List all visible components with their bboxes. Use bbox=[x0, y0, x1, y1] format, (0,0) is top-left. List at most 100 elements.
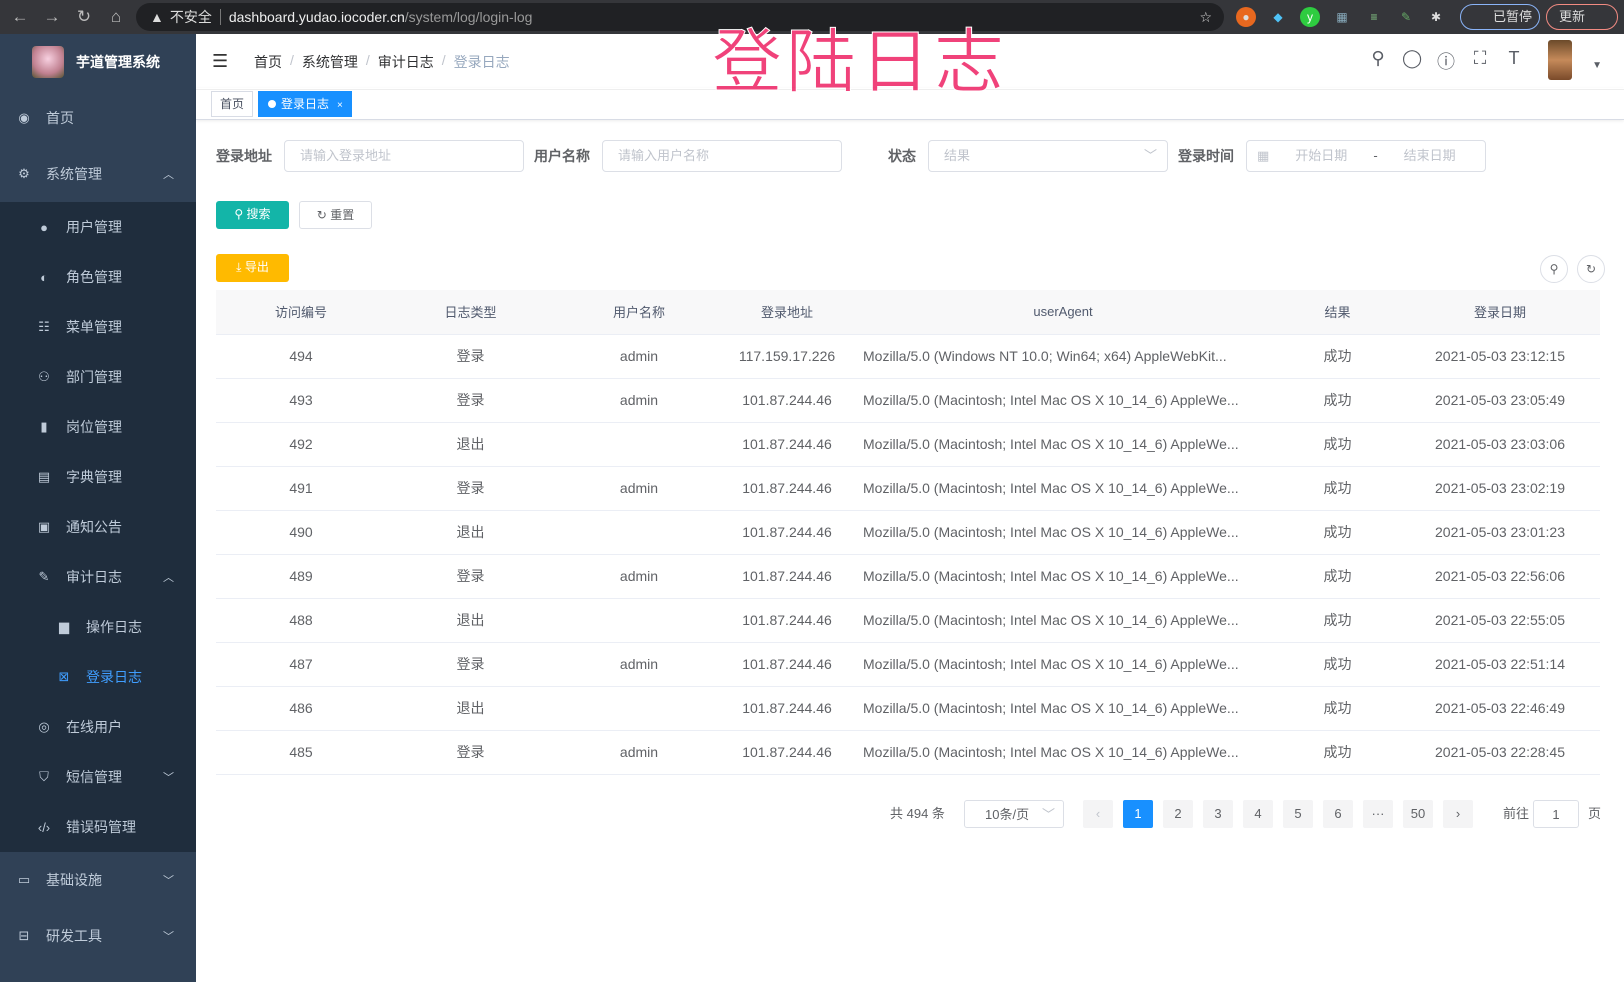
fullscreen-icon[interactable]: ⛶ bbox=[1473, 48, 1487, 68]
reload-icon[interactable]: ↻ bbox=[76, 7, 92, 26]
online-icon: ◎ bbox=[38, 719, 50, 734]
prev-page-button[interactable]: ‹ bbox=[1083, 800, 1113, 828]
table-row[interactable]: 494 登录 admin 117.159.17.226 Mozilla/5.0 (Win… bbox=[216, 334, 1600, 379]
sidebar-item-label: 登录日志 bbox=[86, 669, 142, 685]
sidebar-item-home[interactable]: ◉ 首页 bbox=[0, 90, 196, 146]
page-button[interactable]: 5 bbox=[1283, 800, 1313, 828]
address-bar[interactable]: ▲ 不安全 dashboard.yudao.iocoder.cn/system/… bbox=[136, 3, 1224, 31]
table-row[interactable]: 488 退出 101.87.244.46 Mozilla/5.0 (Macintosh… bbox=[216, 598, 1600, 643]
page-button[interactable]: 4 bbox=[1243, 800, 1273, 828]
page-button[interactable]: 6 bbox=[1323, 800, 1353, 828]
sidebar-item-system[interactable]: ⚙ 系统管理 ︿ bbox=[0, 146, 196, 202]
forward-icon[interactable]: → bbox=[43, 7, 61, 26]
breadcrumb-item[interactable]: 审计日志 bbox=[377, 53, 434, 70]
status-select[interactable]: 结果 ﹀ bbox=[928, 140, 1168, 172]
navbar: ☰ 首页 / 系统管理 / 审计日志 / 登录日志 ⚲ ◯ ⓘ ⛶ T ▼ bbox=[196, 34, 1624, 90]
bookmark-star-icon[interactable]: ☆ bbox=[1199, 8, 1212, 25]
address-label: 登录地址 bbox=[216, 148, 272, 164]
table-row[interactable]: 493 登录 admin 101.87.244.46 Mozilla/5.0 (Maci… bbox=[216, 378, 1600, 423]
page-button[interactable]: 2 bbox=[1163, 800, 1193, 828]
extension-icon[interactable]: ● bbox=[1236, 7, 1256, 27]
sidebar-item-user[interactable]: ● 用户管理 bbox=[0, 202, 196, 252]
table-cell: 2021-05-03 23:02:19 bbox=[1400, 466, 1600, 511]
table-cell: Mozilla/5.0 (Macintosh; Intel Mac OS X 1… bbox=[851, 554, 1275, 599]
username-input[interactable]: 请输入用户名称 bbox=[602, 140, 842, 172]
hamburger-icon[interactable]: ☰ bbox=[212, 51, 229, 71]
avatar[interactable] bbox=[1548, 40, 1572, 80]
back-icon[interactable]: ← bbox=[11, 7, 29, 26]
tag-label: 登录日志 bbox=[281, 96, 330, 111]
calendar-icon: ▦ bbox=[1257, 148, 1270, 163]
sidebar-item-sms[interactable]: ⛉ 短信管理 ﹀ bbox=[0, 752, 196, 802]
sidebar-item-label: 岗位管理 bbox=[66, 419, 122, 435]
sidebar-item-operate-log[interactable]: ▆ 操作日志 bbox=[0, 602, 196, 652]
sidebar-item-infra[interactable]: ▭ 基础设施 ﹀ bbox=[0, 852, 196, 908]
caret-down-icon[interactable]: ▼ bbox=[1592, 60, 1602, 71]
page-button[interactable]: 3 bbox=[1203, 800, 1233, 828]
message-icon: ▣ bbox=[37, 519, 51, 534]
github-icon[interactable]: ◯ bbox=[1402, 48, 1423, 68]
home-icon[interactable]: ⌂ bbox=[110, 7, 122, 26]
sidebar-item-post[interactable]: ▮ 岗位管理 bbox=[0, 402, 196, 452]
table-row[interactable]: 491 登录 admin 101.87.244.46 Mozilla/5.0 (Maci… bbox=[216, 466, 1600, 511]
logo-image bbox=[32, 46, 64, 78]
next-page-button[interactable]: › bbox=[1443, 800, 1473, 828]
table-row[interactable]: 492 退出 101.87.244.46 Mozilla/5.0 (Macintosh… bbox=[216, 422, 1600, 467]
puzzle-icon[interactable]: ✱ bbox=[1430, 10, 1442, 24]
sidebar-logo[interactable]: 芋道管理系统 bbox=[0, 34, 196, 90]
profile-button[interactable]: 已暂停 bbox=[1460, 4, 1540, 30]
start-date[interactable]: 开始日期 bbox=[1295, 148, 1348, 163]
reset-button[interactable]: ↻ 重置 bbox=[299, 201, 372, 229]
table-row[interactable]: 490 退出 101.87.244.46 Mozilla/5.0 (Macintosh… bbox=[216, 510, 1600, 555]
breadcrumb-item[interactable]: 首页 bbox=[254, 53, 282, 70]
font-size-icon[interactable]: T bbox=[1508, 48, 1520, 68]
update-button[interactable]: 更新 bbox=[1546, 4, 1618, 30]
sidebar-item-notice[interactable]: ▣ 通知公告 bbox=[0, 502, 196, 552]
page-button[interactable]: ··· bbox=[1363, 800, 1393, 828]
table-row[interactable]: 487 登录 admin 101.87.244.46 Mozilla/5.0 (Maci… bbox=[216, 642, 1600, 687]
tag-home[interactable]: 首页 bbox=[211, 90, 254, 117]
sidebar-item-menu[interactable]: ☷ 菜单管理 bbox=[0, 302, 196, 352]
extension-icon[interactable]: ≡ bbox=[1370, 10, 1378, 24]
table-row[interactable]: 485 登录 admin 101.87.244.46 Mozilla/5.0 (Maci… bbox=[216, 730, 1600, 775]
table-row[interactable]: 489 登录 admin 101.87.244.46 Mozilla/5.0 (Maci… bbox=[216, 554, 1600, 599]
refresh-icon[interactable]: ↻ bbox=[1577, 255, 1605, 283]
tag-login-log[interactable]: 登录日志 × bbox=[258, 90, 352, 117]
page-button[interactable]: 50 bbox=[1403, 800, 1433, 828]
sidebar-item-dept[interactable]: ⚇ 部门管理 bbox=[0, 352, 196, 402]
question-icon[interactable]: ⓘ bbox=[1437, 52, 1455, 72]
security-label: 不安全 bbox=[169, 9, 212, 25]
table-cell: 101.87.244.46 bbox=[723, 642, 851, 687]
search-button[interactable]: ⚲ 搜索 bbox=[216, 201, 289, 229]
extension-icon[interactable]: y bbox=[1300, 7, 1320, 27]
search-icon[interactable]: ⚲ bbox=[1371, 48, 1385, 68]
pagination: 共 494 条 10条/页 ﹀ ‹ 1 2 3 4 5 6 ··· 50 › 前往 1 页 bbox=[0, 800, 1624, 828]
extension-icon[interactable]: ◆ bbox=[1273, 10, 1283, 24]
sidebar-item-audit[interactable]: ✎ 审计日志 ︿ bbox=[0, 552, 196, 602]
date-range-picker[interactable]: ▦ 开始日期 - 结束日期 bbox=[1246, 140, 1486, 172]
sidebar-item-label: 短信管理 bbox=[66, 769, 122, 785]
end-date[interactable]: 结束日期 bbox=[1403, 148, 1456, 163]
extension-icon[interactable]: ✎ bbox=[1400, 10, 1412, 24]
sidebar-item-label: 错误码管理 bbox=[66, 819, 136, 835]
table-row[interactable]: 486 退出 101.87.244.46 Mozilla/5.0 (Macintosh… bbox=[216, 686, 1600, 731]
close-icon[interactable]: × bbox=[337, 99, 343, 111]
toggle-search-icon[interactable]: ⚲ bbox=[1540, 255, 1568, 283]
sidebar-item-role[interactable]: ◐ 角色管理 bbox=[0, 252, 196, 302]
breadcrumb-item[interactable]: 系统管理 bbox=[301, 53, 358, 70]
sidebar-item-login-log[interactable]: ⊠ 登录日志 bbox=[0, 652, 196, 702]
page-size-select[interactable]: 10条/页 ﹀ bbox=[964, 800, 1064, 828]
table-cell: 登录 bbox=[386, 730, 555, 775]
sidebar-item-tool[interactable]: ⊟ 研发工具 ﹀ bbox=[0, 908, 196, 964]
extension-icon[interactable]: ▦ bbox=[1336, 10, 1348, 24]
address-input[interactable]: 请输入登录地址 bbox=[284, 140, 524, 172]
sidebar-item-label: 操作日志 bbox=[86, 619, 142, 635]
table-cell: 101.87.244.46 bbox=[723, 510, 851, 555]
export-button[interactable]: ⤓ 导出 bbox=[216, 254, 289, 282]
sidebar-item-error-code[interactable]: ‹/› 错误码管理 bbox=[0, 802, 196, 852]
sidebar-item-dict[interactable]: ▤ 字典管理 bbox=[0, 452, 196, 502]
form-icon: ✎ bbox=[38, 569, 50, 584]
page-button[interactable]: 1 bbox=[1123, 800, 1153, 828]
goto-page-input[interactable]: 1 bbox=[1533, 800, 1579, 828]
sidebar-item-online[interactable]: ◎ 在线用户 bbox=[0, 702, 196, 752]
